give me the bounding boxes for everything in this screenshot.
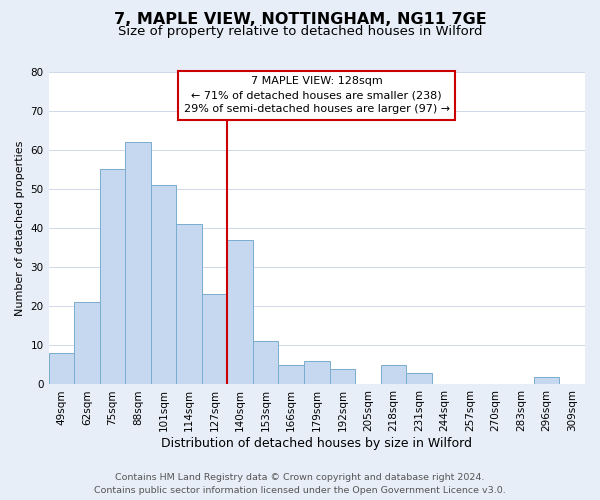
Text: Contains HM Land Registry data © Crown copyright and database right 2024.
Contai: Contains HM Land Registry data © Crown c…	[94, 474, 506, 495]
Text: Size of property relative to detached houses in Wilford: Size of property relative to detached ho…	[118, 25, 482, 38]
Bar	[534, 376, 559, 384]
Text: 7, MAPLE VIEW, NOTTINGHAM, NG11 7GE: 7, MAPLE VIEW, NOTTINGHAM, NG11 7GE	[113, 12, 487, 28]
Bar	[278, 365, 304, 384]
Y-axis label: Number of detached properties: Number of detached properties	[15, 140, 25, 316]
Bar	[202, 294, 227, 384]
Bar	[125, 142, 151, 384]
Bar	[380, 365, 406, 384]
Bar	[406, 372, 432, 384]
Bar	[100, 170, 125, 384]
Bar	[49, 353, 74, 384]
Bar	[74, 302, 100, 384]
Bar	[176, 224, 202, 384]
Bar	[151, 185, 176, 384]
Bar	[304, 361, 329, 384]
X-axis label: Distribution of detached houses by size in Wilford: Distribution of detached houses by size …	[161, 437, 472, 450]
Bar	[253, 342, 278, 384]
Bar	[227, 240, 253, 384]
Bar	[329, 369, 355, 384]
Text: 7 MAPLE VIEW: 128sqm
← 71% of detached houses are smaller (238)
29% of semi-deta: 7 MAPLE VIEW: 128sqm ← 71% of detached h…	[184, 76, 450, 114]
